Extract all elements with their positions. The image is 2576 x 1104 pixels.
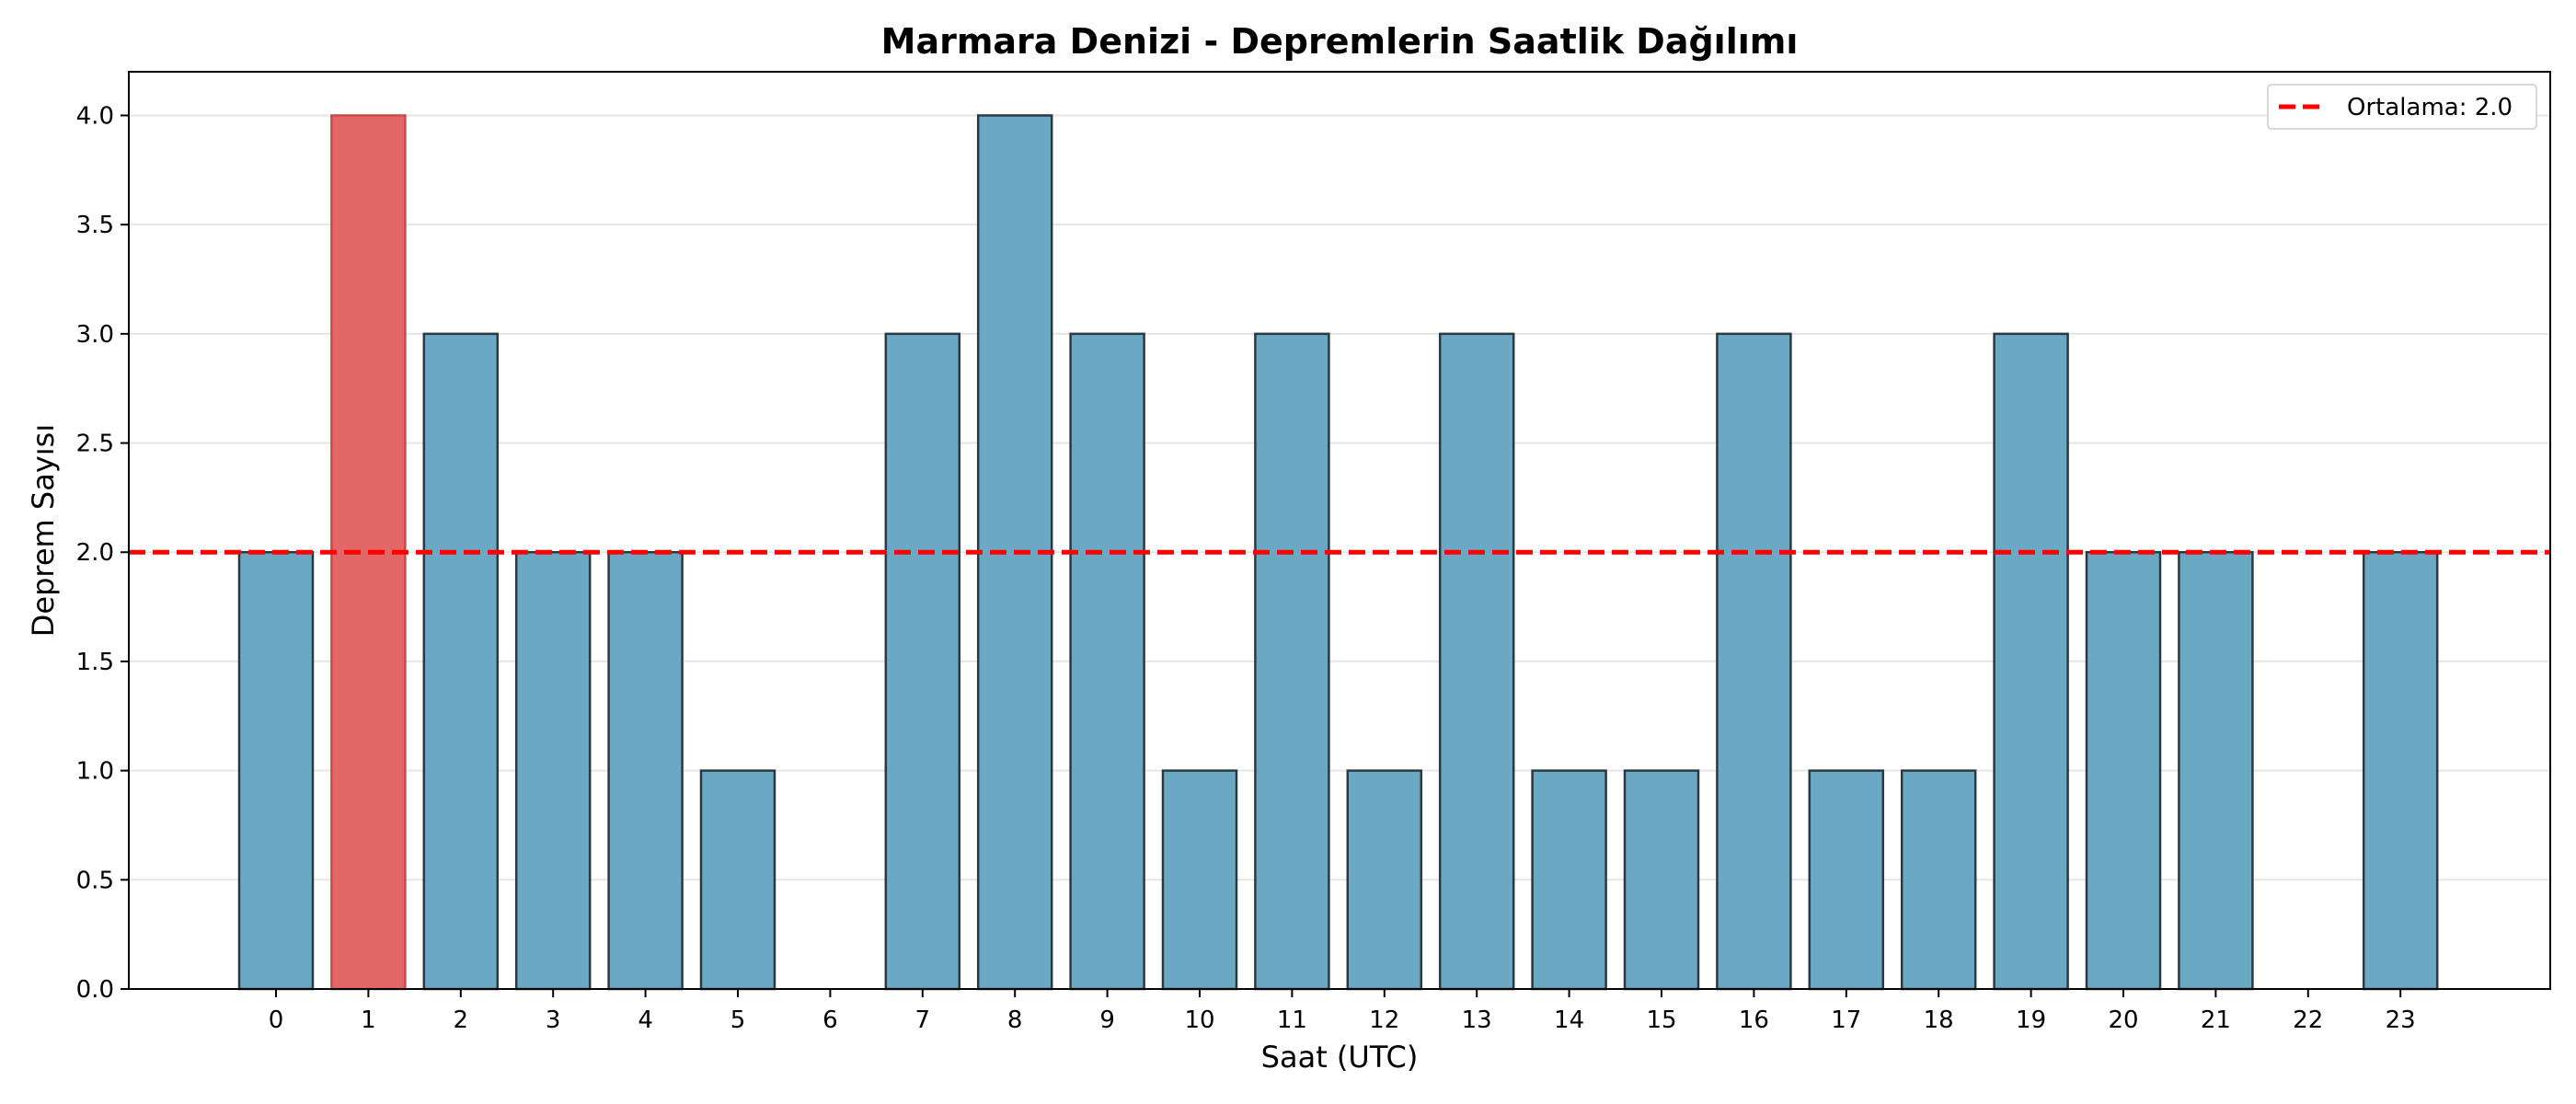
x-tick-label: 22 (2293, 1006, 2323, 1034)
x-tick-label: 17 (1831, 1006, 1861, 1034)
x-tick-label: 21 (2201, 1006, 2231, 1034)
legend-box (2267, 84, 2537, 130)
x-tick-label: 16 (1739, 1006, 1769, 1034)
y-tick-label: 2.5 (76, 431, 114, 458)
bar-hour-23 (2362, 550, 2439, 991)
bar-hour-7 (884, 332, 961, 991)
x-tick-label: 4 (638, 1006, 653, 1034)
x-tick-label: 18 (1924, 1006, 1954, 1034)
x-tick-label: 0 (269, 1006, 284, 1034)
bar-hour-9 (1069, 332, 1145, 991)
x-tick-label: 13 (1462, 1006, 1492, 1034)
x-tick-label: 10 (1184, 1006, 1214, 1034)
x-axis-label: Saat (UTC) (1261, 1040, 1419, 1075)
x-tick-label: 6 (822, 1006, 838, 1034)
x-tick-label: 20 (2108, 1006, 2138, 1034)
x-tick-label: 15 (1646, 1006, 1676, 1034)
legend: Ortalama: 2.0 (2267, 84, 2537, 130)
x-tick-label: 19 (2016, 1006, 2046, 1034)
x-tick-label: 7 (915, 1006, 931, 1034)
y-tick-label: 0.0 (76, 976, 114, 1004)
bar-hour-19 (1993, 332, 2069, 991)
x-tick-label: 12 (1369, 1006, 1399, 1034)
y-tick-label: 3.5 (76, 212, 114, 239)
y-tick-label: 0.5 (76, 867, 114, 894)
bar-hour-5 (699, 769, 776, 991)
bar-hour-12 (1346, 769, 1423, 991)
bar-hour-15 (1623, 769, 1700, 991)
bar-hour-11 (1254, 332, 1330, 991)
y-tick-label: 2.0 (76, 539, 114, 567)
x-tick-label: 9 (1099, 1006, 1115, 1034)
y-tick-label: 1.0 (76, 758, 114, 786)
y-axis-ticks: 0.0 0.5 1.0 1.5 2.0 2.5 3.0 3.5 4.0 (76, 102, 129, 1004)
x-tick-label: 14 (1554, 1006, 1584, 1034)
x-tick-label: 1 (361, 1006, 376, 1034)
bar-hour-10 (1161, 769, 1238, 991)
bar-hour-4 (607, 550, 684, 991)
bar-hour-14 (1531, 769, 1607, 991)
x-tick-label: 5 (730, 1006, 746, 1034)
bar-hour-17 (1808, 769, 1885, 991)
x-tick-label: 8 (1007, 1006, 1023, 1034)
bar-hour-3 (514, 550, 592, 991)
plot-frame (128, 71, 2551, 990)
x-tick-label: 2 (454, 1006, 469, 1034)
bar-hour-18 (1900, 769, 1977, 991)
bar-hour-0 (237, 550, 315, 991)
legend-label-mean: Ortalama: 2.0 (2347, 94, 2513, 121)
bar-hour-13 (1438, 332, 1515, 991)
x-axis-ticks: 0 1 2 3 4 5 6 7 8 9 10 11 12 13 14 15 16 17 18 19 20 21 22 23 (269, 989, 2416, 1034)
chart-title: Marmara Denizi - Depremlerin Saatlik Dağ… (881, 21, 1799, 62)
y-axis-label: Deprem Sayısı (26, 424, 61, 637)
x-tick-label: 11 (1277, 1006, 1307, 1034)
y-tick-label: 3.0 (76, 321, 114, 349)
bar-hour-2 (422, 332, 500, 991)
bar-hour-16 (1716, 332, 1792, 991)
y-tick-label: 4.0 (76, 102, 114, 130)
bar-hour-20 (2085, 550, 2162, 991)
y-tick-label: 1.5 (76, 649, 114, 676)
x-tick-label: 3 (546, 1006, 561, 1034)
x-tick-label: 23 (2386, 1006, 2416, 1034)
bar-hour-21 (2178, 550, 2254, 991)
